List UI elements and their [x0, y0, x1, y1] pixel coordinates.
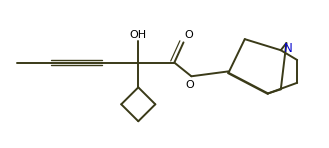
Text: O: O — [185, 80, 194, 90]
Text: N: N — [284, 42, 293, 55]
Text: OH: OH — [130, 30, 147, 40]
Text: O: O — [184, 30, 193, 40]
